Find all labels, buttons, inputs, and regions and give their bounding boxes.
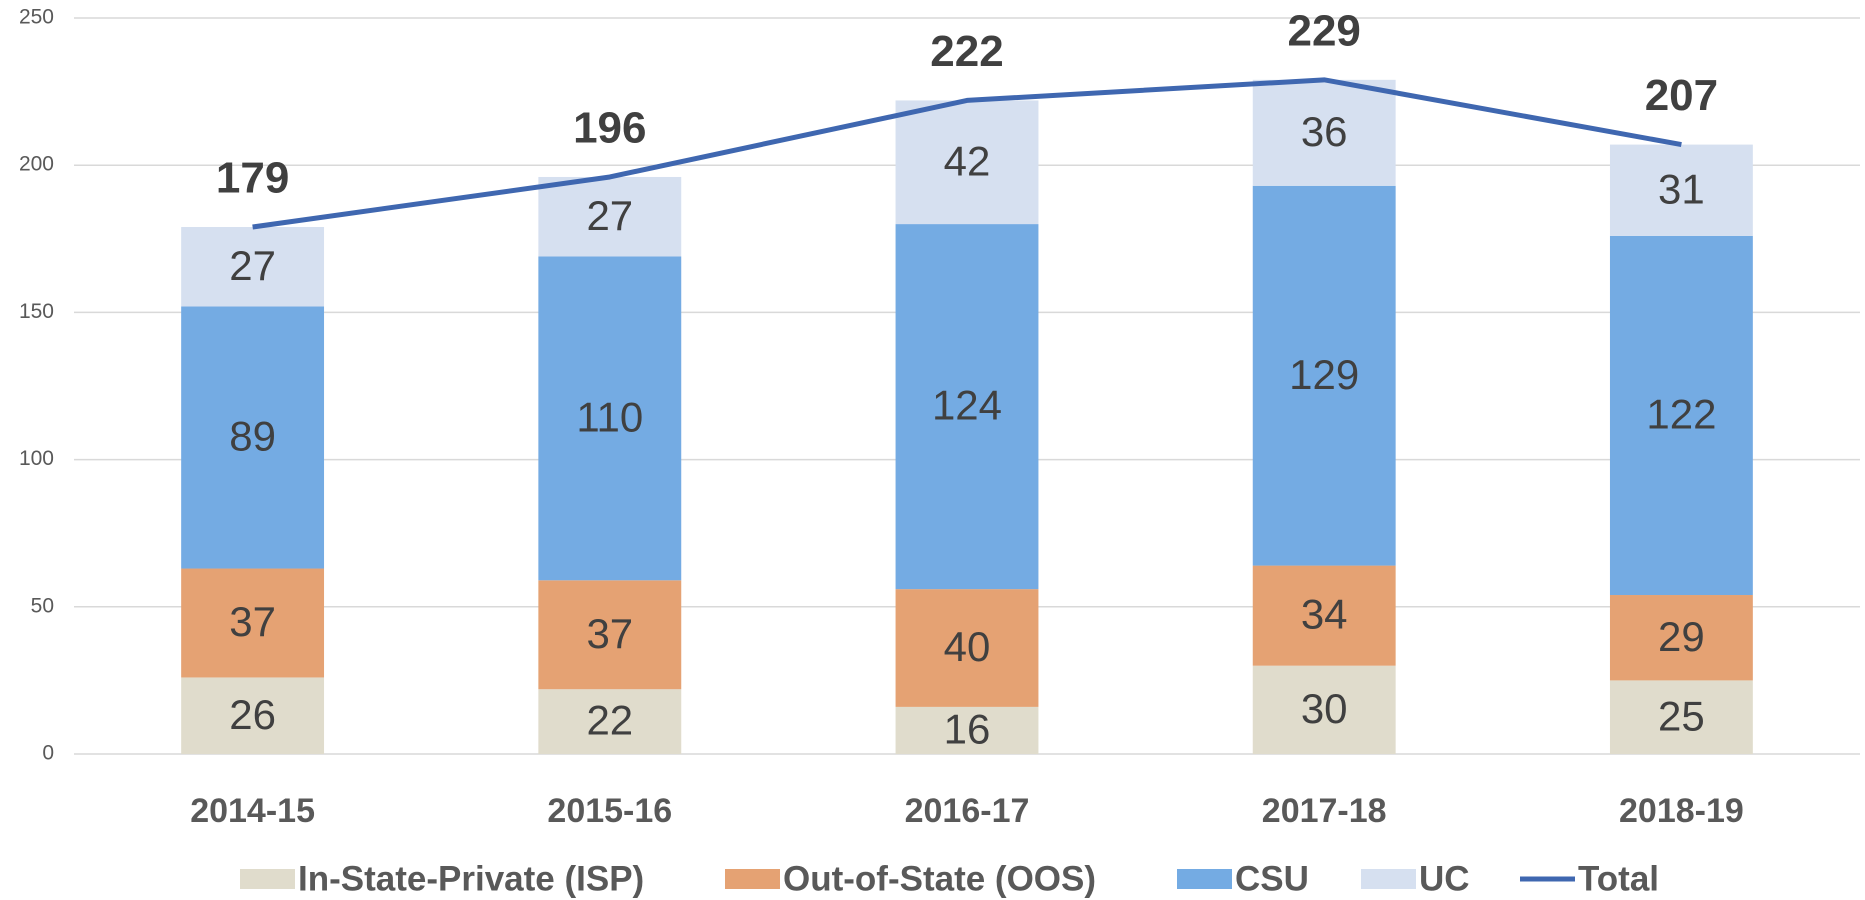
bar-segment [895,224,1039,590]
bar-segment [181,568,325,678]
data-label: 26 [229,691,276,738]
data-label: 27 [229,242,276,289]
bar-segment [538,580,682,690]
data-label: 40 [944,623,991,670]
total-line [252,77,1682,230]
data-label: 22 [586,697,633,744]
bar-segment [1252,665,1396,754]
bar-segment [895,706,1039,754]
data-label: 36 [1301,108,1348,155]
x-tick-label: 2017-18 [1262,792,1387,830]
data-label: 30 [1301,685,1348,732]
y-tick-label: 100 [19,447,54,470]
legend-label: In-State-Private (ISP) [298,859,644,898]
total-label: 207 [1645,71,1718,120]
total-label: 196 [573,104,646,153]
y-tick-label: 50 [31,594,54,617]
x-tick-label: 2016-17 [905,792,1030,830]
data-label: 29 [1658,613,1705,660]
data-label: 110 [576,393,643,440]
total-label: 229 [1287,6,1360,55]
y-tick-label: 250 [19,6,54,29]
bar-segment [1609,144,1753,236]
y-tick-label: 0 [42,742,54,765]
legend-label: Total [1578,859,1659,898]
total-label: 179 [216,154,289,203]
data-label: 124 [932,382,1002,429]
data-label: 129 [1289,351,1359,398]
legend-label: UC [1419,859,1470,898]
x-tick-label: 2018-19 [1619,792,1744,830]
total-label: 222 [930,27,1003,76]
y-tick-label: 200 [19,153,54,176]
data-label: 25 [1658,692,1705,739]
data-label: 31 [1658,165,1705,212]
bar-segment [181,677,325,754]
legend-swatch [1177,869,1232,889]
data-label: 89 [229,413,276,460]
x-tick-label: 2015-16 [547,792,672,830]
bar-segment [538,689,682,754]
bar-segment [895,589,1039,707]
bar-segment [538,176,682,257]
bar-segment [1609,235,1753,596]
legend-swatch [725,869,780,889]
bar-segment [538,256,682,581]
legend-label: CSU [1235,859,1309,898]
bar-segment [895,100,1039,225]
data-label: 27 [586,192,633,239]
data-label: 34 [1301,591,1348,638]
bar-segment [1252,565,1396,666]
data-label: 42 [944,137,991,184]
data-label: 37 [229,598,276,645]
legend-label: Out-of-State (OOS) [783,859,1096,898]
bar-segment [1609,595,1753,681]
bar-segment [1609,680,1753,754]
data-label: 37 [586,610,633,657]
bar-segment [181,227,325,307]
legend-swatch [240,869,295,889]
data-label: 122 [1646,391,1716,438]
bar-segment [181,306,325,569]
x-tick-label: 2014-15 [190,792,315,830]
legend-swatch [1361,869,1416,889]
y-tick-label: 150 [19,300,54,323]
data-label: 16 [944,706,991,753]
bar-segment [1252,79,1396,186]
bar-segment [1252,185,1396,566]
